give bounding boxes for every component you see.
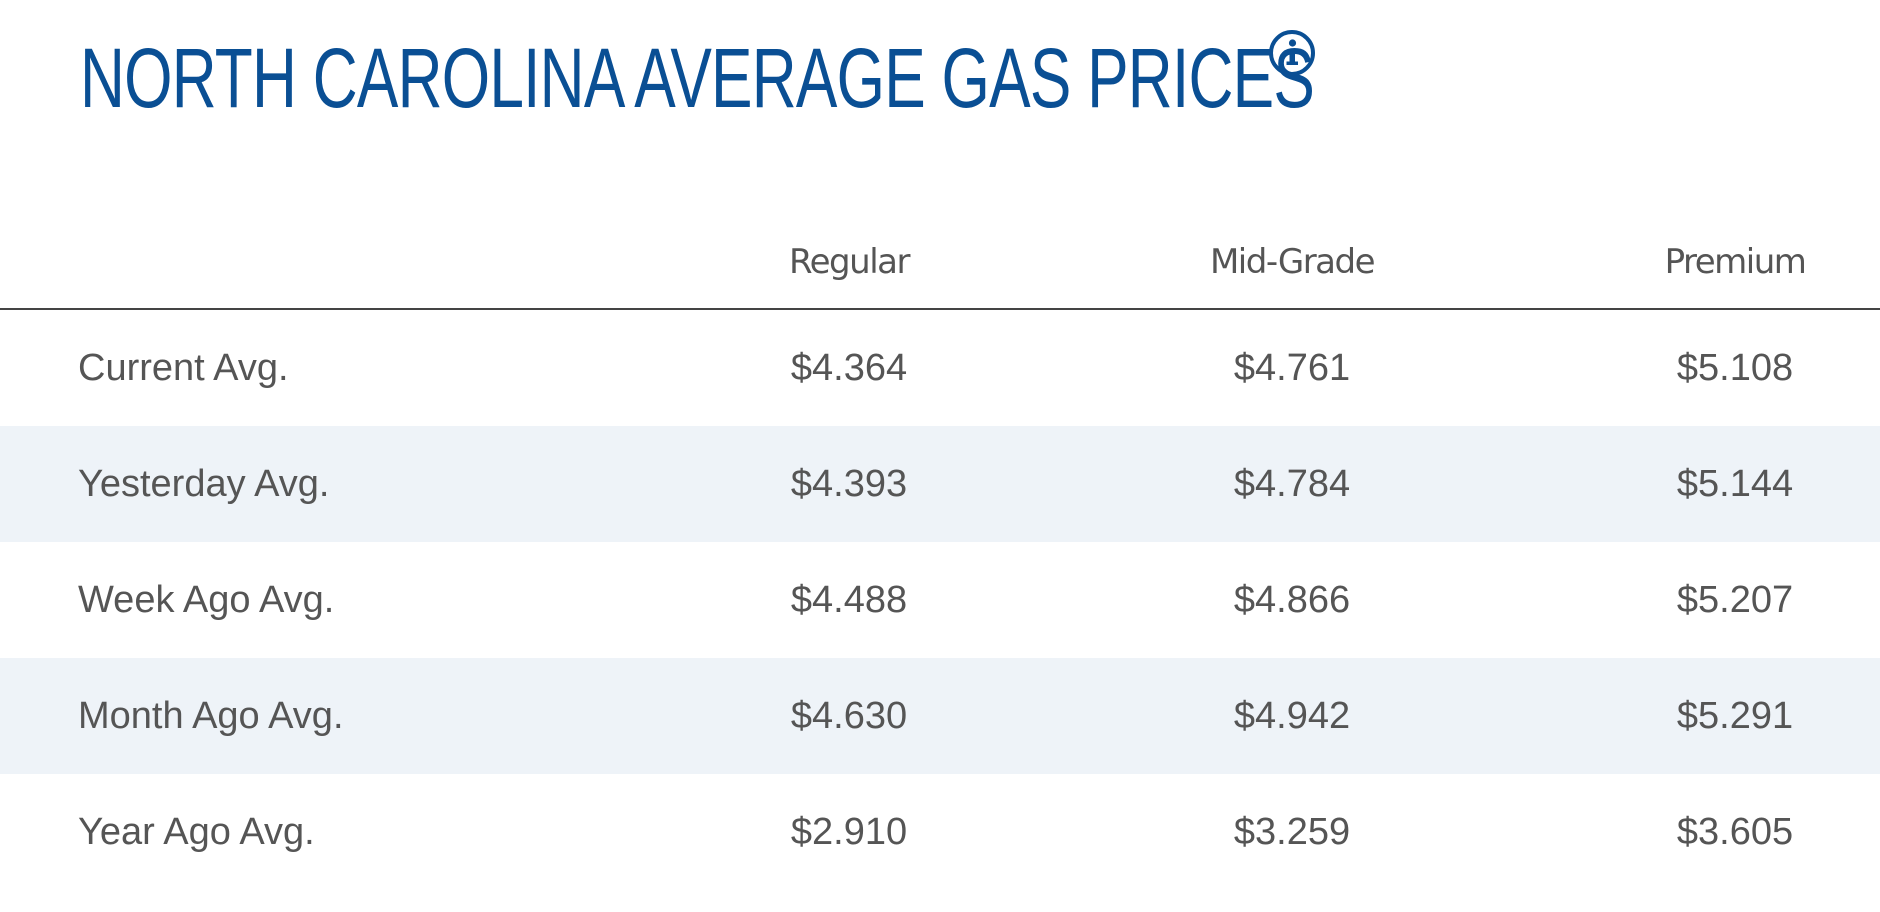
- price-premium: $5.144: [1676, 463, 1794, 505]
- row-label: Month Ago Avg.: [78, 695, 344, 737]
- table-row-month-ago: Month Ago Avg. $4.630 $4.942 $5.291: [0, 658, 1880, 774]
- row-label: Week Ago Avg.: [78, 579, 335, 621]
- price-regular: $4.393: [790, 463, 908, 505]
- column-header-mid-grade: Mid-Grade: [1209, 242, 1376, 282]
- price-mid-grade: $3.259: [1233, 811, 1351, 853]
- table-row-week-ago: Week Ago Avg. $4.488 $4.866 $5.207: [0, 542, 1880, 658]
- price-mid-grade: $4.761: [1233, 347, 1351, 389]
- page-title: NORTH CAROLINA AVERAGE GAS PRICES: [80, 31, 1315, 125]
- table-row-yesterday: Yesterday Avg. $4.393 $4.784 $5.144: [0, 426, 1880, 542]
- price-regular: $4.364: [790, 347, 908, 389]
- price-regular: $2.910: [790, 811, 908, 853]
- table-header-row: Regular Mid-Grade Premium: [0, 220, 1880, 310]
- price-premium: $5.291: [1676, 695, 1794, 737]
- price-mid-grade: $4.942: [1233, 695, 1351, 737]
- price-regular: $4.630: [790, 695, 908, 737]
- price-premium: $3.605: [1676, 811, 1794, 853]
- row-label: Year Ago Avg.: [78, 811, 315, 853]
- price-premium: $5.108: [1676, 347, 1794, 389]
- info-icon[interactable]: [1267, 28, 1317, 78]
- price-mid-grade: $4.784: [1233, 463, 1351, 505]
- column-header-regular: Regular: [789, 242, 910, 282]
- table-row-current: Current Avg. $4.364 $4.761 $5.108: [0, 310, 1880, 426]
- price-regular: $4.488: [790, 579, 908, 621]
- row-label: Yesterday Avg.: [78, 463, 330, 505]
- row-label: Current Avg.: [78, 347, 289, 389]
- price-premium: $5.207: [1676, 579, 1794, 621]
- gas-price-table: Regular Mid-Grade Premium Current Avg. $…: [0, 220, 1880, 890]
- column-header-premium: Premium: [1664, 242, 1807, 282]
- table-row-year-ago: Year Ago Avg. $2.910 $3.259 $3.605: [0, 774, 1880, 890]
- price-mid-grade: $4.866: [1233, 579, 1351, 621]
